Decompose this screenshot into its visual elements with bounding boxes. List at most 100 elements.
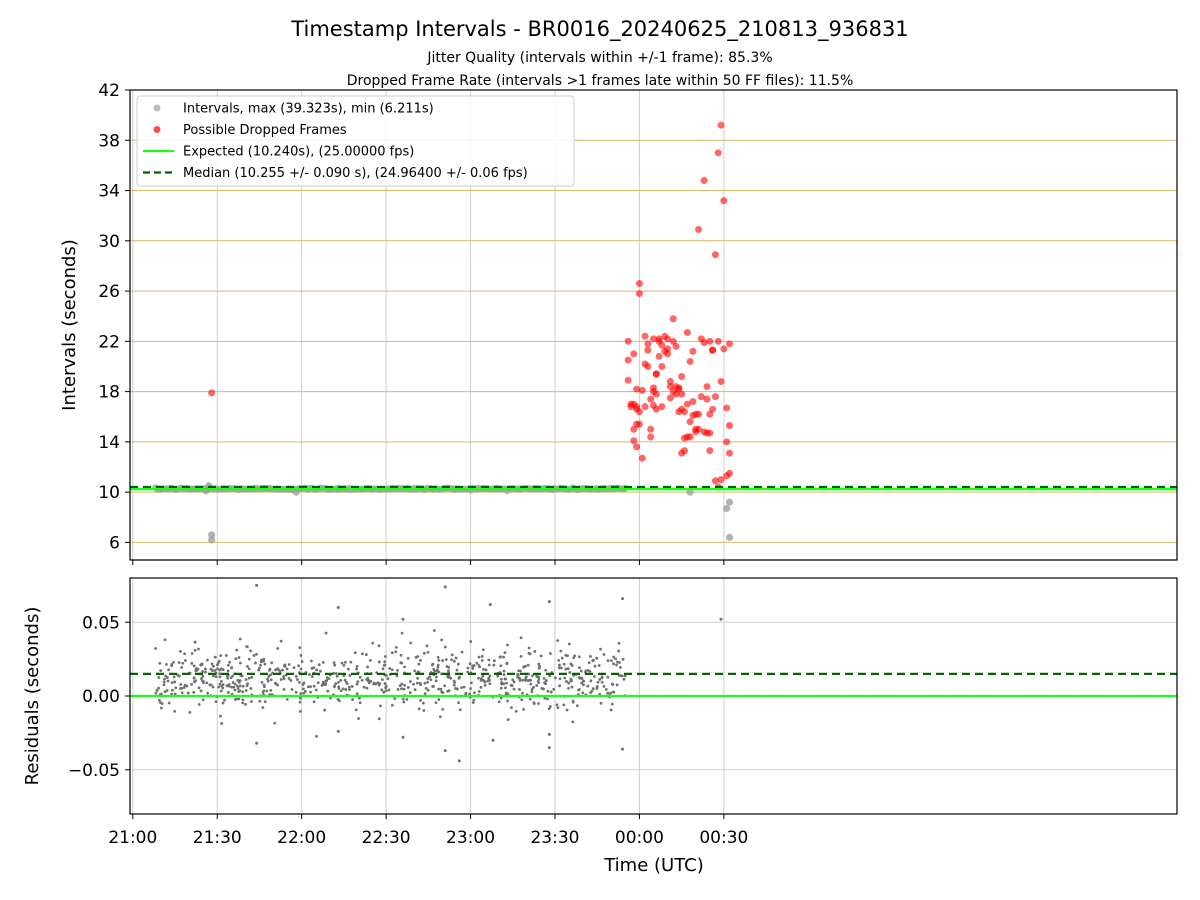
residual-point	[192, 676, 196, 680]
residual-point	[532, 685, 535, 689]
residual-point	[154, 647, 157, 650]
residual-point	[236, 678, 240, 682]
residual-point	[434, 679, 438, 683]
residual-point	[193, 648, 197, 652]
residual-point	[172, 675, 176, 679]
residual-point	[221, 701, 225, 705]
residual-point	[450, 653, 454, 657]
residual-point	[194, 679, 197, 683]
residual-point	[285, 697, 289, 701]
residual-point	[226, 669, 230, 673]
residual-point	[471, 664, 475, 668]
residual-point	[360, 678, 364, 682]
top-ytick-label: 38	[98, 131, 120, 151]
residual-point	[190, 661, 194, 665]
residual-point	[492, 659, 496, 663]
xtick-label: 23:30	[530, 828, 579, 848]
dropped-frame-point	[689, 398, 697, 406]
residual-point	[537, 666, 541, 670]
residual-point	[506, 718, 510, 722]
residual-point	[460, 650, 464, 654]
residual-point	[324, 679, 328, 683]
residual-point	[488, 674, 492, 678]
residual-point	[382, 664, 386, 667]
residual-point	[154, 691, 158, 695]
residual-point	[481, 678, 485, 682]
residual-point	[549, 652, 552, 655]
residual-point	[341, 687, 345, 691]
residual-point	[609, 708, 613, 712]
dropped-frame-point	[635, 408, 643, 416]
residual-point	[547, 746, 551, 750]
residual-point	[390, 703, 394, 707]
dropped-frame-point	[703, 383, 711, 391]
residual-point	[206, 691, 210, 695]
residual-point	[496, 674, 500, 678]
residual-point	[481, 648, 485, 652]
top-ytick-label: 6	[109, 533, 120, 553]
residual-point	[480, 659, 484, 662]
residual-point	[287, 663, 291, 666]
residual-point	[157, 686, 160, 690]
residual-point	[538, 664, 541, 668]
residual-point	[336, 680, 340, 684]
residual-point	[358, 701, 362, 705]
residual-point	[209, 683, 213, 687]
dropped-frame-point	[635, 290, 643, 298]
dropped-frame-point	[689, 347, 697, 355]
residual-point	[565, 708, 569, 712]
residual-point	[614, 657, 618, 661]
xtick-label: 21:00	[108, 828, 157, 848]
residual-point	[167, 668, 170, 672]
residual-point	[469, 640, 473, 643]
residual-point	[623, 674, 627, 678]
dropped-frame-point	[700, 339, 708, 347]
residual-point	[309, 690, 312, 694]
residual-point	[358, 675, 362, 679]
residual-point	[516, 675, 520, 679]
dropped-frame-point	[706, 337, 714, 345]
residual-point	[571, 700, 575, 704]
residual-point	[434, 701, 438, 704]
residual-point	[371, 641, 375, 645]
residual-point	[423, 692, 427, 696]
residual-point	[424, 687, 428, 690]
residual-point	[244, 702, 247, 706]
residual-point	[174, 686, 178, 690]
residual-point	[428, 675, 432, 679]
residual-point	[486, 679, 490, 683]
residual-point	[426, 680, 429, 684]
top-ytick-label: 42	[98, 81, 120, 101]
residual-point	[394, 646, 398, 649]
residual-point	[247, 676, 251, 680]
residual-point	[581, 691, 585, 695]
residual-point	[468, 662, 472, 666]
residual-point	[236, 684, 239, 688]
residual-point	[339, 678, 343, 682]
residual-point	[321, 680, 325, 684]
residual-point	[217, 659, 221, 663]
residual-point	[356, 680, 360, 684]
residual-point	[367, 681, 371, 685]
residual-point	[337, 685, 341, 689]
residual-point	[184, 659, 187, 662]
residual-point	[597, 664, 601, 667]
residual-point	[413, 688, 417, 692]
dropped-frame-point	[638, 386, 646, 394]
residual-point	[580, 677, 584, 680]
residual-point	[543, 681, 546, 685]
residual-point	[312, 666, 316, 669]
residual-point	[469, 687, 472, 690]
residual-point	[423, 681, 427, 685]
residual-point	[579, 669, 583, 673]
residual-point	[180, 666, 184, 669]
residual-point	[279, 678, 283, 681]
residual-point	[606, 691, 610, 695]
residual-point	[519, 654, 523, 658]
residual-point	[578, 688, 581, 691]
residual-point	[522, 707, 525, 711]
residual-point	[192, 664, 196, 668]
residual-point	[447, 669, 450, 673]
residual-point	[481, 674, 485, 678]
residual-point	[395, 674, 399, 678]
